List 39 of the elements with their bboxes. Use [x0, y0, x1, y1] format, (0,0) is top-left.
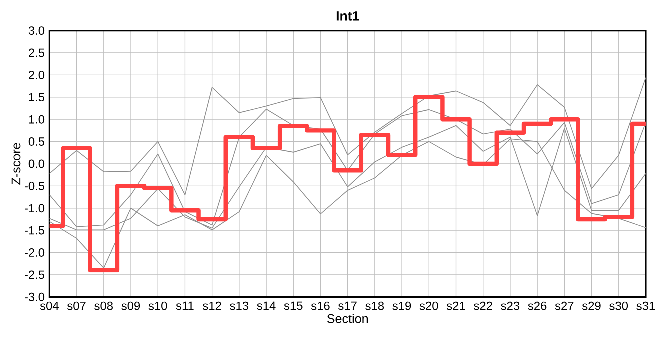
y-tick-label: -0.5: [25, 182, 45, 191]
y-tick-label: 2.0: [29, 71, 45, 80]
x-tick-label: s08: [94, 302, 113, 310]
x-tick-label: s19: [392, 302, 412, 310]
x-tick-label: s11: [176, 302, 194, 310]
y-tick-label: 2.5: [29, 48, 45, 58]
y-tick-label: -1.0: [25, 204, 45, 213]
x-tick-label: s22: [474, 302, 492, 310]
x-tick-label: s10: [148, 302, 168, 310]
y-axis-title: Z-score: [12, 143, 21, 186]
x-tick-label: s23: [501, 302, 520, 310]
x-tick-label: s13: [230, 302, 249, 310]
y-tick-label: 1.0: [29, 115, 45, 124]
x-tick-label: s16: [311, 302, 330, 310]
y-tick-label: -2.0: [25, 248, 45, 258]
y-tick-label: -2.5: [25, 270, 45, 280]
y-tick-label: 1.5: [29, 93, 45, 102]
x-axis-title: Section: [327, 314, 368, 324]
x-tick-label: s21: [446, 302, 466, 310]
x-tick-label: s20: [420, 302, 438, 310]
y-tick-label: 0.5: [28, 138, 45, 146]
y-tick-label: -1.5: [25, 226, 45, 235]
x-tick-label: s15: [284, 302, 303, 310]
x-tick-label: s04: [40, 302, 59, 310]
x-tick-label: s14: [257, 302, 276, 310]
x-tick-label: s27: [555, 302, 574, 310]
x-tick-label: s12: [203, 302, 222, 310]
chart-title: Int1: [336, 12, 360, 21]
x-tick-label: s30: [610, 302, 628, 310]
y-tick-label: -3.0: [25, 293, 45, 302]
y-tick-label: 3.0: [28, 26, 45, 36]
x-tick-label: s31: [636, 302, 656, 310]
x-tick-label: s29: [582, 302, 601, 310]
x-tick-label: s09: [122, 302, 140, 310]
x-tick-label: s17: [338, 302, 357, 310]
x-tick-label: s26: [528, 302, 547, 310]
x-tick-label: s18: [366, 302, 384, 310]
y-tick-label: 0.0: [28, 160, 45, 168]
x-tick-label: s07: [68, 302, 86, 310]
